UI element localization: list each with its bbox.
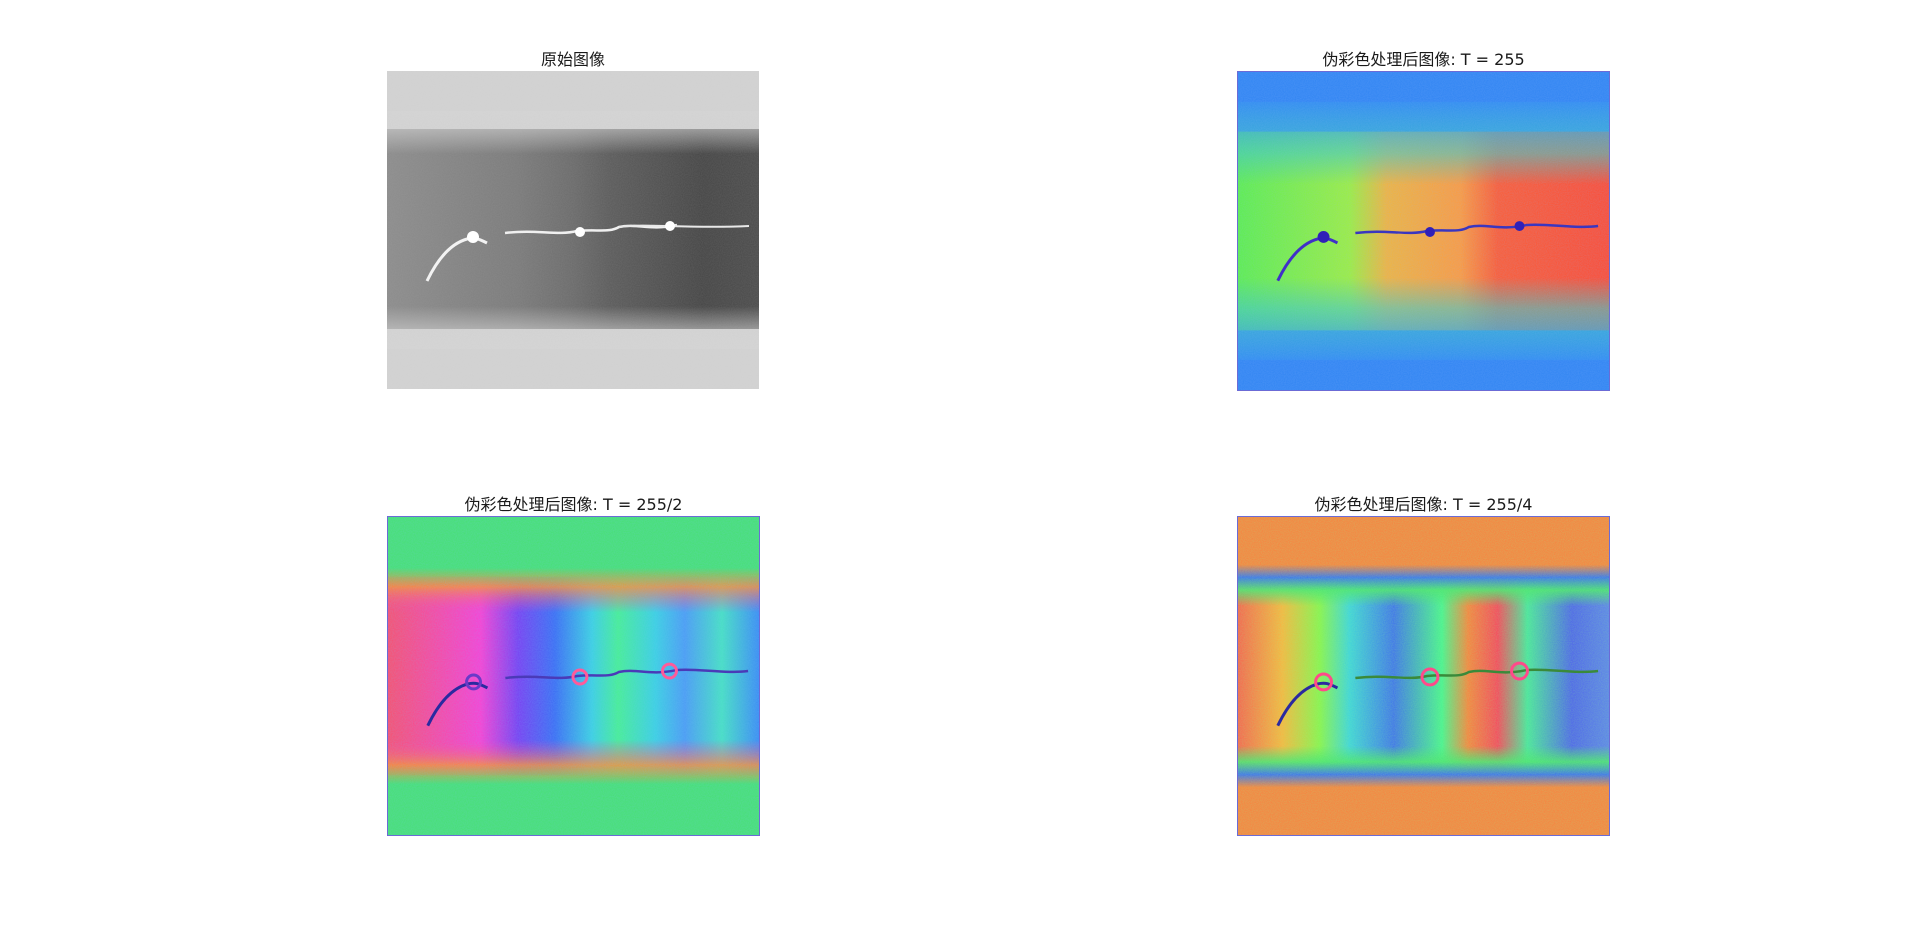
pseudocolor-weld-t255-2 — [388, 517, 759, 835]
subplot-pseudocolor-t255: 伪彩色处理后图像: T = 255 — [1237, 71, 1610, 391]
grayscale-weld-xray — [387, 71, 759, 389]
pseudocolor-image-t255-2 — [387, 516, 760, 836]
subplot-title: 伪彩色处理后图像: T = 255/4 — [1237, 491, 1610, 515]
subplot-title: 伪彩色处理后图像: T = 255 — [1237, 46, 1610, 70]
pseudocolor-weld-t255 — [1238, 72, 1609, 390]
subplot-title: 伪彩色处理后图像: T = 255/2 — [387, 491, 760, 515]
pseudocolor-weld-t255-4 — [1238, 517, 1609, 835]
subplot-pseudocolor-t255-4: 伪彩色处理后图像: T = 255/4 — [1237, 516, 1610, 836]
subplot-title: 原始图像 — [387, 46, 759, 70]
original-image — [387, 71, 759, 389]
pseudocolor-image-t255 — [1237, 71, 1610, 391]
subplot-pseudocolor-t255-2: 伪彩色处理后图像: T = 255/2 — [387, 516, 760, 836]
subplot-original: 原始图像 — [387, 71, 759, 389]
pseudocolor-image-t255-4 — [1237, 516, 1610, 836]
